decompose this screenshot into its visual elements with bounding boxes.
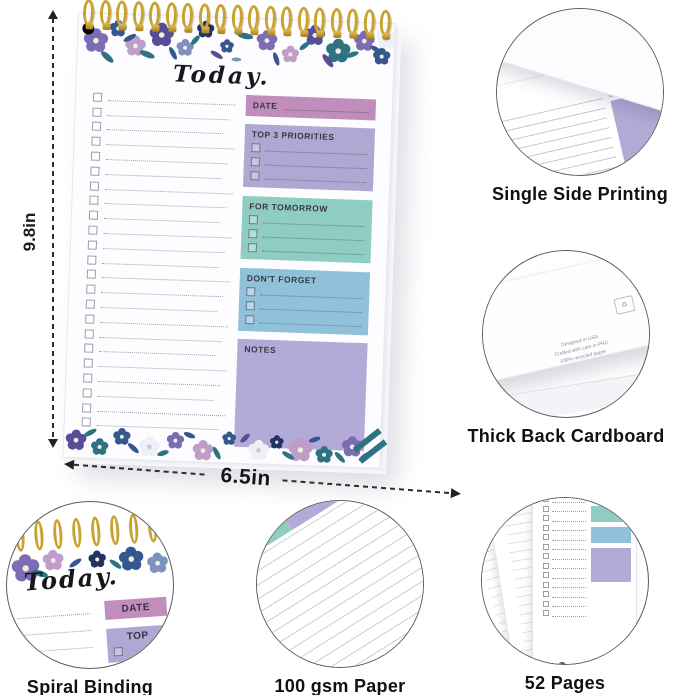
paper-photo	[256, 500, 424, 668]
cardboard-photo: ♻ Designed in USA Crafted with care in P…	[482, 250, 650, 418]
height-dimension-label: 9.8in	[20, 212, 39, 252]
arrow-up-icon	[48, 10, 58, 19]
date-write-line	[283, 108, 369, 114]
dashed-line-horizontal	[73, 463, 209, 476]
cardboard-back	[483, 251, 649, 386]
spiral-binding-photo: Today. DATE TOP	[6, 501, 174, 669]
notepad-front-page: Today. DATE TOP 3 PRIORITIES FOR TOMORRO…	[62, 12, 396, 469]
feature-label-paper: 100 gsm Paper	[274, 676, 406, 695]
priorities-section: TOP 3 PRIORITIES	[242, 123, 376, 192]
feature-label-cardboard: Thick Back Cardboard	[467, 426, 665, 446]
dont-forget-rows	[245, 284, 363, 330]
priorities-rows	[250, 140, 368, 186]
feature-label-single-side: Single Side Printing	[491, 184, 668, 204]
width-dimension-label: 6.5in	[219, 463, 272, 491]
paper-sheet	[257, 501, 423, 667]
stacked-page	[531, 498, 637, 664]
floral-border-bottom	[65, 427, 373, 463]
pages-stack-photo	[481, 497, 649, 665]
arrow-left-icon	[63, 459, 75, 470]
notepad: Today. DATE TOP 3 PRIORITIES FOR TOMORRO…	[62, 0, 396, 469]
arrow-down-icon	[48, 439, 58, 448]
feature-single-side: Single Side Printing	[480, 8, 679, 205]
notes-label: NOTES	[244, 344, 277, 356]
date-label: DATE	[252, 100, 278, 112]
feature-label-pages: 52 Pages	[524, 673, 606, 693]
dont-forget-section: DON'T FORGET	[237, 267, 371, 336]
tomorrow-section: FOR TOMORROW	[240, 195, 373, 264]
date-section: DATE	[245, 94, 377, 121]
todo-checklist	[81, 90, 236, 435]
feature-paper: 100 gsm Paper	[240, 500, 440, 695]
feature-spiral: Today. DATE TOP Spiral Binding	[0, 501, 190, 695]
feature-pages: 52 Pages	[465, 497, 665, 694]
feature-cardboard: ♻ Designed in USA Crafted with care in P…	[466, 250, 666, 447]
feature-label-spiral: Spiral Binding	[26, 677, 154, 695]
height-dimension-line: 9.8in	[20, 10, 58, 448]
corner-stripes-decoration	[343, 425, 388, 464]
notepad-sections: DATE TOP 3 PRIORITIES FOR TOMORROW DON'T…	[233, 94, 377, 452]
tomorrow-rows	[247, 212, 365, 258]
single-side-photo	[496, 8, 664, 176]
mini-checklist-lines	[17, 607, 94, 668]
arrow-right-icon	[450, 488, 462, 499]
mini-top-chip: TOP	[106, 624, 171, 663]
mini-date-chip: DATE	[104, 596, 168, 620]
dashed-line-horizontal	[282, 479, 451, 495]
dashed-line-vertical	[52, 18, 54, 440]
